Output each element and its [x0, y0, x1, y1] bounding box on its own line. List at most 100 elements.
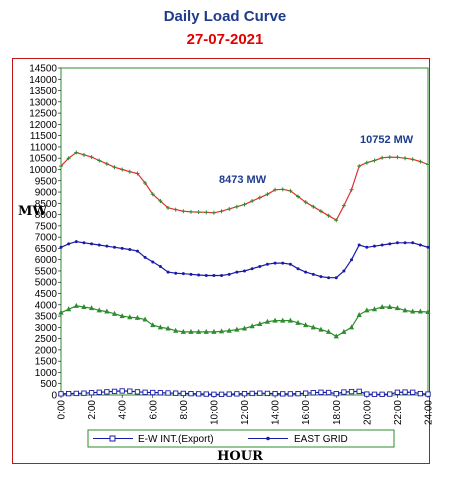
series-point	[387, 155, 392, 160]
series-point	[326, 213, 331, 218]
series-point	[348, 388, 355, 395]
y-tick-label: 2000	[35, 345, 58, 356]
series-point	[272, 317, 278, 323]
series-point	[143, 255, 147, 259]
x-tick-label: 12:00	[240, 400, 251, 425]
x-tick-label: 20:00	[362, 400, 373, 425]
series-point	[89, 155, 94, 160]
series-point	[73, 390, 79, 397]
x-tick-label: 14:00	[271, 400, 282, 425]
series-point	[150, 322, 156, 328]
series-point	[203, 391, 209, 397]
series-point	[371, 391, 378, 397]
series-point	[96, 389, 102, 395]
series-point	[295, 390, 301, 397]
series-point	[127, 388, 133, 394]
x-tick-label: 4:00	[118, 400, 129, 420]
series-point	[111, 310, 118, 316]
series-point	[97, 243, 101, 247]
series-point	[280, 187, 285, 192]
series-point	[295, 319, 301, 325]
series-point	[387, 391, 393, 397]
y-tick-label: 5000	[35, 278, 58, 289]
series-point	[387, 304, 393, 310]
series-point	[426, 162, 430, 167]
series-point	[166, 205, 171, 210]
y-tick-label: 13500	[29, 86, 57, 97]
series-point	[318, 209, 323, 214]
series-point	[113, 245, 117, 249]
series-point	[120, 246, 124, 250]
series-point	[418, 243, 422, 247]
series-point	[341, 203, 346, 208]
series-point	[65, 390, 72, 397]
series-point	[257, 390, 263, 396]
series-point	[157, 324, 163, 330]
y-tick-label: 3000	[35, 323, 58, 334]
series-point	[142, 389, 148, 395]
series-point	[173, 207, 178, 212]
series-point	[425, 391, 431, 397]
series-point	[219, 209, 224, 214]
series-point	[395, 155, 400, 160]
x-tick-label: 6:00	[148, 400, 159, 420]
series-point	[128, 248, 132, 252]
x-tick-label: 10:00	[209, 400, 220, 425]
series-point	[58, 391, 64, 397]
series-point	[66, 156, 71, 161]
legend-east-marker	[266, 436, 270, 441]
series-point	[227, 206, 232, 211]
y-tick-label: 4500	[35, 289, 58, 300]
series-point	[280, 317, 286, 323]
series-point	[90, 242, 94, 246]
y-tick-label: 12500	[29, 109, 57, 120]
y-tick-label: 14500	[29, 64, 57, 75]
x-tick-label: 18:00	[332, 400, 343, 425]
series-point	[325, 389, 332, 396]
series-point	[250, 267, 254, 271]
series-point	[226, 391, 232, 397]
y-tick-label: 0	[51, 391, 57, 402]
series-point	[287, 391, 294, 397]
series-point	[410, 157, 415, 162]
series-point	[303, 322, 309, 328]
series-point	[402, 307, 408, 313]
series-point	[425, 309, 431, 315]
series-point	[303, 200, 308, 205]
series-point	[264, 318, 271, 324]
series-point	[357, 243, 361, 247]
series-point	[180, 328, 186, 334]
series-point	[211, 328, 217, 334]
y-tick-label: 13000	[29, 97, 57, 108]
series-point	[242, 202, 247, 207]
y-axis-label: MW	[18, 204, 47, 219]
series-point	[165, 390, 171, 396]
series-point	[204, 210, 209, 215]
series-point	[227, 272, 231, 276]
series-point	[181, 209, 186, 214]
series-point	[120, 167, 125, 172]
series-point	[197, 273, 201, 277]
series-point	[341, 389, 347, 395]
series-point	[372, 158, 377, 163]
y-tick-label: 11500	[30, 131, 58, 142]
series-point	[105, 244, 109, 248]
series-point	[249, 390, 255, 397]
plot-area	[60, 67, 429, 396]
series-point	[364, 307, 370, 313]
series-point	[394, 389, 401, 395]
series-point	[426, 245, 430, 249]
x-axis-ticks: 0:00 2:00 4:00 6:00 8:00 10:00 12:00 14:00 16:00…	[57, 395, 435, 425]
series-point	[81, 304, 87, 310]
series-point	[265, 262, 269, 266]
series-point	[88, 305, 95, 311]
series-point	[111, 388, 118, 395]
series-point	[411, 241, 415, 245]
series-point	[74, 240, 78, 244]
series-point	[234, 204, 239, 209]
series-point	[241, 325, 248, 331]
series-point	[104, 389, 110, 395]
series-point	[134, 314, 141, 320]
series-point	[417, 390, 424, 397]
series-point	[296, 267, 300, 271]
